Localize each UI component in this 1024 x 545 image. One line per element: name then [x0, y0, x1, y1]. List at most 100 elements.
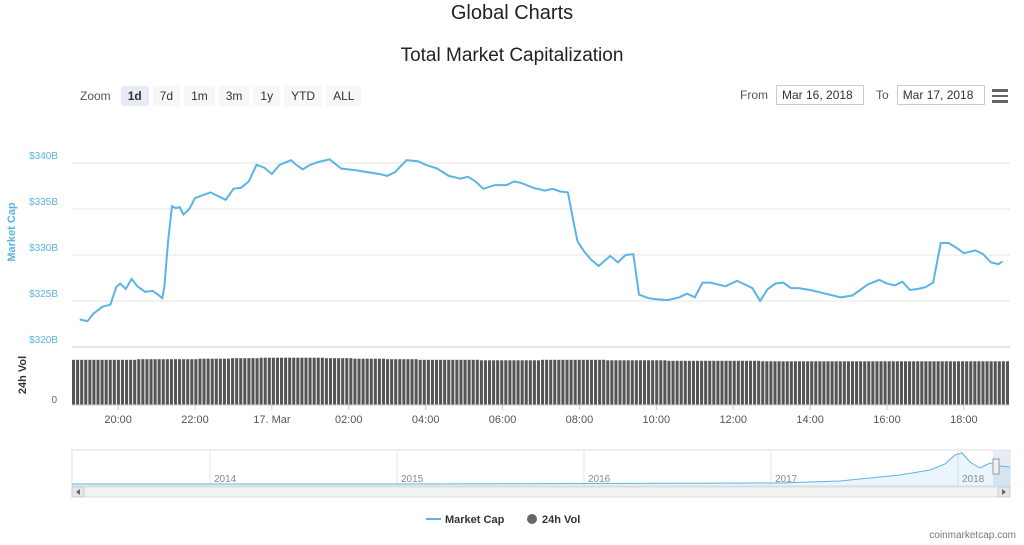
- volume-bar: [100, 359, 104, 405]
- x-tick-label: 02:00: [335, 414, 363, 426]
- zoom-1m-button[interactable]: 1m: [184, 86, 215, 106]
- volume-bar: [1001, 361, 1005, 405]
- volume-bar: [418, 359, 422, 405]
- volume-bar: [173, 359, 178, 405]
- volume-bar: [981, 361, 985, 405]
- volume-bar: [198, 358, 202, 405]
- zoom-3m-button[interactable]: 3m: [218, 86, 250, 106]
- volume-bar: [875, 361, 879, 405]
- volume-bar: [296, 357, 300, 405]
- volume-bar: [842, 361, 846, 405]
- x-tick-label: 10:00: [643, 414, 671, 426]
- volume-bar: [830, 361, 834, 405]
- navigator-handle[interactable]: [992, 458, 1000, 475]
- volume-bar: [161, 359, 165, 405]
- x-tick-label: 22:00: [181, 414, 209, 426]
- volume-bar: [806, 361, 810, 405]
- volume-bar: [214, 358, 218, 405]
- scrollbar-track[interactable]: [71, 486, 1011, 498]
- volume-bar: [210, 358, 214, 405]
- volume-bar: [165, 359, 169, 405]
- arrow-left-icon: [76, 489, 80, 495]
- volume-bar: [149, 359, 153, 405]
- zoom-label: Zoom: [80, 89, 111, 103]
- y-axis-ticks: $320B $325B $330B $335B $340B: [29, 151, 58, 346]
- volume-bar: [182, 359, 186, 405]
- volume-bar: [410, 359, 414, 405]
- volume-bar: [818, 361, 822, 405]
- volume-bar: [504, 360, 508, 405]
- volume-bar: [651, 360, 655, 405]
- grid-lines: [72, 162, 1010, 348]
- volume-bar: [561, 359, 565, 405]
- volume-bar: [104, 359, 108, 405]
- volume-bar: [969, 361, 973, 405]
- volume-bar: [308, 357, 312, 405]
- volume-bar: [932, 361, 936, 405]
- volume-bar: [108, 359, 112, 405]
- legend-24h-vol[interactable]: 24h Vol: [542, 514, 580, 526]
- zoom-1y-button[interactable]: 1y: [253, 86, 281, 106]
- volume-bar: [141, 359, 145, 405]
- volume-bar: [704, 360, 708, 405]
- zoom-1d-button[interactable]: 1d: [120, 86, 149, 106]
- volume-bar: [345, 358, 349, 405]
- volume-bar: [973, 361, 977, 405]
- volume-bar: [255, 358, 259, 405]
- volume-bar: [463, 359, 467, 405]
- volume-bar: [125, 359, 129, 405]
- date-range: From To: [740, 85, 985, 105]
- x-tick-label: 20:00: [104, 414, 132, 426]
- volume-bar: [471, 359, 475, 405]
- volume-bar: [120, 359, 125, 405]
- from-date-input[interactable]: [776, 85, 864, 105]
- to-date-input[interactable]: [896, 85, 985, 105]
- zoom-7d-button[interactable]: 7d: [152, 86, 181, 106]
- volume-bar: [284, 357, 288, 405]
- volume-bar: [826, 361, 830, 405]
- volume-bar: [333, 358, 337, 405]
- volume-bar: [553, 359, 557, 405]
- volume-bar: [528, 360, 532, 405]
- y-tick-label: $340B: [29, 151, 58, 162]
- volume-bar: [683, 360, 687, 405]
- volume-bar: [985, 361, 989, 405]
- volume-bar: [789, 361, 793, 405]
- volume-bar: [961, 361, 965, 405]
- volume-bar: [630, 360, 634, 405]
- volume-bar: [353, 358, 357, 405]
- volume-bar: [520, 360, 524, 405]
- volume-bar: [589, 359, 594, 405]
- volume-bar: [349, 358, 353, 405]
- volume-bar: [940, 361, 944, 405]
- volume-bar: [133, 359, 137, 405]
- volume-bar: [993, 361, 997, 405]
- x-tick-label: 08:00: [566, 414, 594, 426]
- volume-bar: [797, 361, 802, 405]
- navigator-year-label: 2018: [962, 474, 985, 485]
- volume-bar: [406, 359, 410, 405]
- volume-bar: [324, 358, 328, 405]
- y-tick-label: $325B: [29, 289, 58, 300]
- legend-market-cap[interactable]: Market Cap: [445, 514, 505, 526]
- volume-bar: [402, 359, 406, 405]
- volume-bar: [581, 359, 585, 405]
- volume-bar: [769, 361, 773, 405]
- volume-bar: [879, 361, 883, 405]
- volume-bar: [263, 357, 267, 405]
- volume-bar: [622, 360, 626, 405]
- zoom-all-button[interactable]: ALL: [326, 86, 362, 106]
- volume-bar: [928, 361, 932, 405]
- volume-bar: [394, 359, 398, 405]
- volume-bar: [577, 359, 581, 405]
- volume-bar: [777, 361, 781, 405]
- volume-bar: [871, 361, 875, 405]
- volume-bar: [447, 359, 451, 405]
- volume-bar: [443, 359, 447, 405]
- volume-bar: [72, 359, 76, 405]
- zoom-ytd-button[interactable]: YTD: [284, 86, 323, 106]
- volume-bar: [638, 360, 642, 405]
- page-title: Global Charts: [450, 2, 574, 24]
- hamburger-menu-icon[interactable]: [992, 89, 1008, 103]
